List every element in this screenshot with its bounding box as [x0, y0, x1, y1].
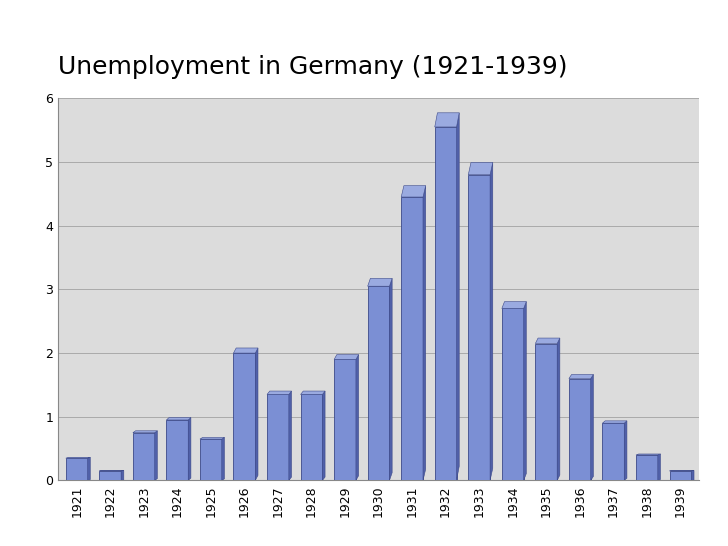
Polygon shape: [692, 471, 694, 480]
Bar: [636, 455, 658, 480]
Bar: [435, 127, 456, 480]
Polygon shape: [301, 391, 325, 394]
Polygon shape: [401, 186, 426, 197]
Polygon shape: [456, 113, 459, 480]
Polygon shape: [423, 186, 426, 480]
Polygon shape: [502, 301, 526, 308]
Text: Unemployment in Germany (1921-1939): Unemployment in Germany (1921-1939): [58, 55, 568, 79]
Bar: [167, 420, 189, 480]
Polygon shape: [121, 471, 124, 480]
Polygon shape: [624, 421, 627, 480]
Bar: [401, 197, 423, 480]
Polygon shape: [435, 113, 459, 127]
Bar: [468, 175, 490, 480]
Bar: [66, 458, 87, 480]
Polygon shape: [87, 458, 90, 480]
Polygon shape: [267, 391, 291, 394]
Polygon shape: [133, 431, 157, 432]
Bar: [569, 378, 590, 480]
Polygon shape: [222, 437, 224, 480]
Bar: [334, 359, 356, 480]
Bar: [368, 286, 389, 480]
Bar: [234, 353, 256, 480]
Polygon shape: [523, 301, 526, 480]
Polygon shape: [658, 454, 660, 480]
Polygon shape: [636, 454, 660, 455]
Bar: [502, 308, 523, 480]
Bar: [670, 471, 692, 480]
Polygon shape: [154, 431, 157, 480]
Bar: [99, 471, 121, 480]
Polygon shape: [356, 354, 359, 480]
Polygon shape: [468, 163, 493, 175]
Polygon shape: [289, 391, 291, 480]
Polygon shape: [569, 375, 593, 378]
Polygon shape: [167, 418, 191, 420]
Polygon shape: [334, 354, 359, 359]
Polygon shape: [200, 437, 224, 439]
Polygon shape: [256, 348, 258, 480]
Polygon shape: [368, 278, 392, 286]
Bar: [200, 439, 222, 480]
Polygon shape: [323, 391, 325, 480]
Polygon shape: [535, 338, 560, 343]
Polygon shape: [590, 375, 593, 480]
Bar: [267, 394, 289, 480]
Polygon shape: [557, 338, 560, 480]
Bar: [133, 432, 154, 480]
Bar: [535, 343, 557, 480]
Polygon shape: [234, 348, 258, 353]
Polygon shape: [603, 421, 627, 423]
Bar: [301, 394, 323, 480]
Polygon shape: [490, 163, 493, 480]
Bar: [603, 423, 624, 480]
Polygon shape: [389, 278, 392, 480]
Polygon shape: [189, 418, 191, 480]
